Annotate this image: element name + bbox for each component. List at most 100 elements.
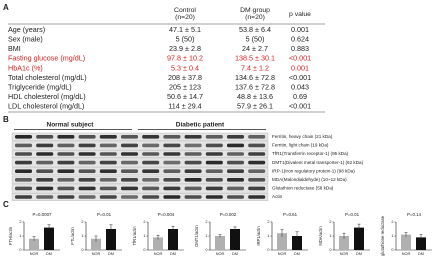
p-value: P=0.01 bbox=[97, 212, 112, 217]
blot-band bbox=[36, 143, 54, 148]
blot-band bbox=[57, 135, 75, 139]
y-tick-label: 0 bbox=[205, 248, 207, 252]
band-label: MDA(Malondialdehyde) (10~12 kDa) bbox=[272, 177, 347, 182]
blot-band bbox=[227, 178, 244, 182]
band-label: TfR1(Transferrin receptor-1) (95 kDa) bbox=[272, 151, 349, 156]
blot-band bbox=[184, 160, 202, 165]
group-label: Diabetic patient bbox=[176, 122, 225, 129]
blot-band bbox=[163, 195, 181, 199]
x-tick-label: DM bbox=[232, 252, 238, 256]
blot-band bbox=[248, 160, 266, 165]
blot-band bbox=[163, 143, 181, 148]
table-cell: <0.001 bbox=[289, 102, 311, 111]
y-tick-label: 2 bbox=[329, 220, 331, 224]
x-tick-label: NOR bbox=[278, 252, 287, 256]
column-header: p value bbox=[289, 11, 311, 18]
bar bbox=[153, 237, 163, 250]
blot-band bbox=[36, 186, 54, 191]
blot-band bbox=[227, 169, 244, 173]
p-value: P=0.0007 bbox=[33, 212, 52, 217]
table-cell: 50.6 ± 14.7 bbox=[167, 92, 203, 101]
row-label: LDL cholesterol (mg/dL) bbox=[8, 102, 84, 111]
blot-band bbox=[121, 178, 138, 182]
bar bbox=[215, 236, 225, 250]
group-label: Normal subject bbox=[47, 122, 95, 129]
blot-band bbox=[57, 160, 75, 165]
blot-band bbox=[227, 135, 244, 139]
bar bbox=[339, 236, 349, 250]
blot-band bbox=[36, 152, 54, 156]
blot-band bbox=[227, 186, 244, 191]
y-tick-label: 2 bbox=[19, 220, 21, 224]
blot-band bbox=[163, 152, 181, 156]
blot-band bbox=[248, 169, 266, 173]
x-tick-label: NOR bbox=[30, 252, 39, 256]
table-cell: 138.5 ± 30.1 bbox=[235, 54, 275, 63]
table-cell: 0.001 bbox=[291, 63, 309, 72]
y-tick-label: 1 bbox=[143, 234, 145, 238]
y-axis-label: TfR1/actin bbox=[132, 226, 137, 246]
x-tick-label: DM bbox=[294, 252, 300, 256]
column-header: Control bbox=[174, 7, 196, 14]
y-tick-label: 2 bbox=[205, 220, 207, 224]
table-cell: 53.8 ± 6.4 bbox=[239, 25, 271, 34]
row-label: HDL cholesterol (mg/dL) bbox=[8, 92, 86, 101]
bar bbox=[168, 229, 178, 250]
panel-label: C bbox=[3, 200, 9, 209]
blot-band bbox=[205, 160, 223, 165]
x-tick-label: DM bbox=[356, 252, 362, 256]
blot-band bbox=[163, 135, 181, 139]
blot-band bbox=[205, 186, 223, 191]
x-tick-label: DM bbox=[170, 252, 176, 256]
blot-band bbox=[142, 160, 160, 165]
blot-band bbox=[99, 169, 117, 173]
y-axis-label: MDA/actin bbox=[318, 226, 323, 246]
blot-band bbox=[248, 186, 266, 191]
table-cell: 57.9 ± 26.1 bbox=[237, 102, 273, 111]
p-value: P=0.61 bbox=[283, 212, 298, 217]
y-tick-label: 1 bbox=[81, 234, 83, 238]
column-header: DM group bbox=[240, 7, 270, 14]
blot-band bbox=[78, 143, 96, 148]
y-tick-label: 2 bbox=[391, 220, 393, 224]
blot-band bbox=[142, 195, 160, 199]
blot-band bbox=[15, 135, 32, 139]
p-value: P=0.002 bbox=[220, 212, 237, 217]
table-cell: 0.69 bbox=[293, 92, 307, 101]
blot-band bbox=[121, 195, 138, 199]
bar bbox=[292, 236, 302, 250]
table-cell: 134.6 ± 72.8 bbox=[235, 73, 275, 82]
bar bbox=[29, 238, 39, 250]
blot-band bbox=[205, 143, 223, 148]
p-value: P=0.01 bbox=[345, 212, 360, 217]
table-cell: 0.001 bbox=[291, 25, 309, 34]
y-axis-label: DMT1/actin bbox=[194, 225, 199, 247]
blot-band bbox=[57, 195, 75, 199]
y-tick-label: 2 bbox=[143, 220, 145, 224]
y-axis-label: glutathione reductase bbox=[380, 215, 385, 256]
blot-strip bbox=[11, 193, 269, 201]
blot-band bbox=[78, 160, 96, 165]
x-tick-label: DM bbox=[46, 252, 52, 256]
blot-band bbox=[99, 195, 117, 199]
y-axis-label: FTL/actin bbox=[70, 227, 75, 245]
blot-strip bbox=[11, 184, 269, 193]
blot-band bbox=[99, 186, 117, 191]
table-cell: 0.883 bbox=[291, 44, 309, 53]
blot-band bbox=[121, 135, 138, 139]
blot-strip bbox=[11, 158, 269, 167]
blot-strip bbox=[11, 175, 269, 184]
column-header: (n=20) bbox=[175, 14, 195, 21]
row-label: Triglyceride (mg/dL) bbox=[8, 83, 72, 92]
blot-band bbox=[142, 152, 160, 156]
blot-band bbox=[184, 152, 202, 156]
y-tick-label: 1 bbox=[391, 234, 393, 238]
p-value: P=0.004 bbox=[158, 212, 175, 217]
band-label: IRP-1(Iron regulatory protein-1) (98 kDa… bbox=[272, 168, 355, 173]
blot-band bbox=[15, 160, 32, 165]
blot-band bbox=[121, 160, 138, 165]
y-tick-label: 2 bbox=[267, 220, 269, 224]
blot-band bbox=[142, 135, 160, 139]
blot-band bbox=[15, 178, 32, 182]
